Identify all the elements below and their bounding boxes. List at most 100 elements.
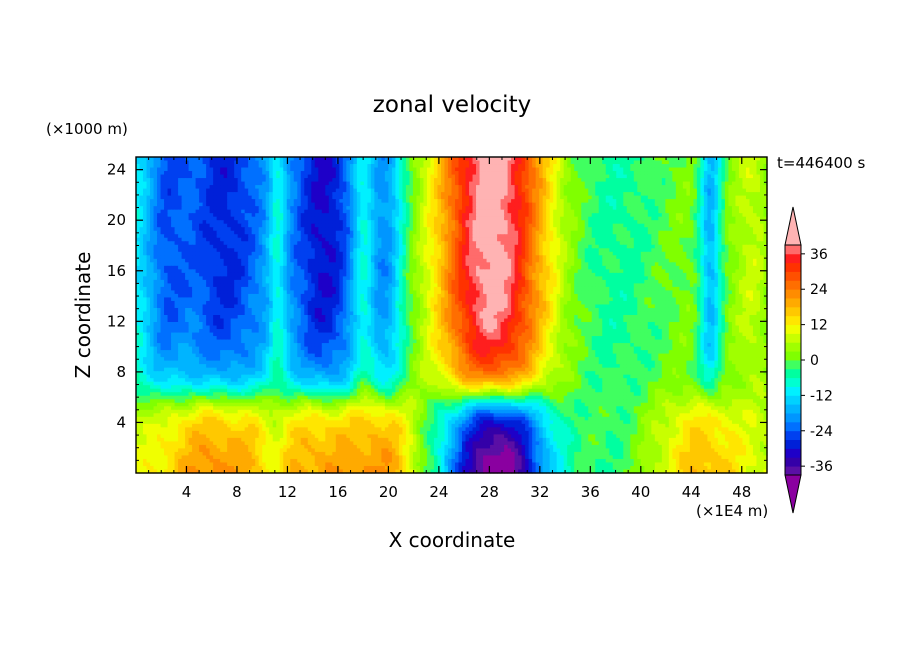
contour-cell: [595, 199, 600, 204]
contour-cell: [665, 237, 670, 242]
contour-cell: [665, 192, 670, 197]
contour-cell: [160, 230, 165, 235]
contour-cell: [178, 188, 183, 193]
contour-cell: [493, 202, 498, 207]
contour-cell: [353, 195, 358, 200]
contour-cell: [195, 185, 200, 190]
contour-cell: [539, 185, 544, 190]
contour-cell: [717, 157, 723, 162]
contour-cell: [535, 202, 540, 207]
contour-cell: [514, 157, 519, 162]
contour-cell: [658, 171, 663, 176]
contour-cell: [258, 181, 263, 186]
contour-cell: [248, 237, 253, 242]
contour-cell: [272, 206, 277, 211]
contour-cell: [199, 164, 204, 169]
contour-cell: [377, 230, 382, 235]
contour-cell: [661, 199, 666, 204]
contour-cell: [199, 230, 204, 235]
contour-cell: [693, 188, 698, 193]
contour-cell: [272, 164, 277, 169]
contour-cell: [297, 185, 302, 190]
contour-cell: [143, 230, 148, 235]
contour-cell: [644, 244, 649, 249]
contour-cell: [265, 178, 270, 183]
contour-cell: [493, 171, 498, 176]
contour-cell: [651, 188, 656, 193]
contour-cell: [752, 248, 758, 253]
contour-cell: [724, 181, 730, 186]
contour-cell: [433, 244, 439, 249]
contour-cell: [500, 164, 505, 169]
contour-cell: [360, 195, 365, 200]
contour-cell: [490, 167, 495, 172]
contour-cell: [539, 234, 544, 239]
contour-cell: [602, 237, 607, 242]
contour-cell: [630, 206, 635, 211]
contour-cell: [367, 185, 372, 190]
contour-cell: [444, 164, 449, 169]
contour-cell: [728, 171, 733, 176]
contour-cell: [532, 206, 537, 211]
contour-cell: [525, 244, 530, 249]
contour-cell: [209, 220, 214, 225]
contour-cell: [160, 248, 165, 253]
contour-cell: [595, 167, 600, 172]
contour-cell: [178, 213, 183, 218]
contour-cell: [689, 241, 694, 246]
contour-cell: [458, 185, 463, 190]
contour-cell: [525, 199, 530, 204]
contour-cell: [426, 178, 432, 183]
contour-cell: [213, 230, 218, 235]
contour-cell: [374, 244, 379, 249]
contour-cell: [356, 244, 361, 249]
contour-cell: [332, 181, 337, 186]
contour-cell: [616, 213, 621, 218]
contour-cell: [251, 220, 256, 225]
contour-cell: [658, 192, 663, 197]
contour-cell: [483, 199, 488, 204]
contour-cell: [745, 230, 751, 235]
contour-cell: [752, 213, 758, 218]
contour-cell: [430, 213, 435, 218]
contour-cell: [360, 199, 365, 204]
contour-cell: [304, 199, 309, 204]
contour-cell: [598, 244, 603, 249]
contour-cell: [563, 223, 568, 228]
contour-cell: [199, 185, 204, 190]
contour-cell: [679, 157, 684, 162]
contour-cell: [560, 237, 565, 242]
contour-cell: [609, 164, 614, 169]
contour-cell: [388, 188, 393, 193]
contour-cell: [255, 241, 260, 246]
contour-cell: [276, 237, 281, 242]
contour-cell: [756, 227, 761, 232]
contour-cell: [679, 237, 684, 242]
contour-cell: [700, 188, 705, 193]
contour-cell: [164, 164, 169, 169]
contour-cell: [651, 181, 656, 186]
contour-cell: [391, 160, 397, 165]
contour-cell: [483, 174, 488, 179]
contour-cell: [721, 174, 726, 179]
contour-cell: [164, 157, 169, 162]
contour-cell: [391, 213, 397, 218]
contour-cell: [451, 244, 456, 249]
contour-cell: [591, 157, 596, 162]
contour-cell: [497, 160, 502, 165]
contour-cell: [637, 160, 642, 165]
contour-cell: [223, 164, 228, 169]
contour-cell: [556, 237, 561, 242]
contour-cell: [458, 202, 463, 207]
contour-cell: [763, 171, 768, 176]
contour-cell: [181, 160, 186, 165]
contour-cell: [703, 248, 709, 253]
contour-cell: [738, 223, 744, 228]
contour-cell: [402, 174, 407, 179]
contour-cell: [549, 223, 554, 228]
contour-cell: [279, 206, 284, 211]
contour-cell: [237, 195, 242, 200]
contour-cell: [542, 178, 547, 183]
contour-cell: [416, 167, 421, 172]
contour-cell: [374, 230, 379, 235]
